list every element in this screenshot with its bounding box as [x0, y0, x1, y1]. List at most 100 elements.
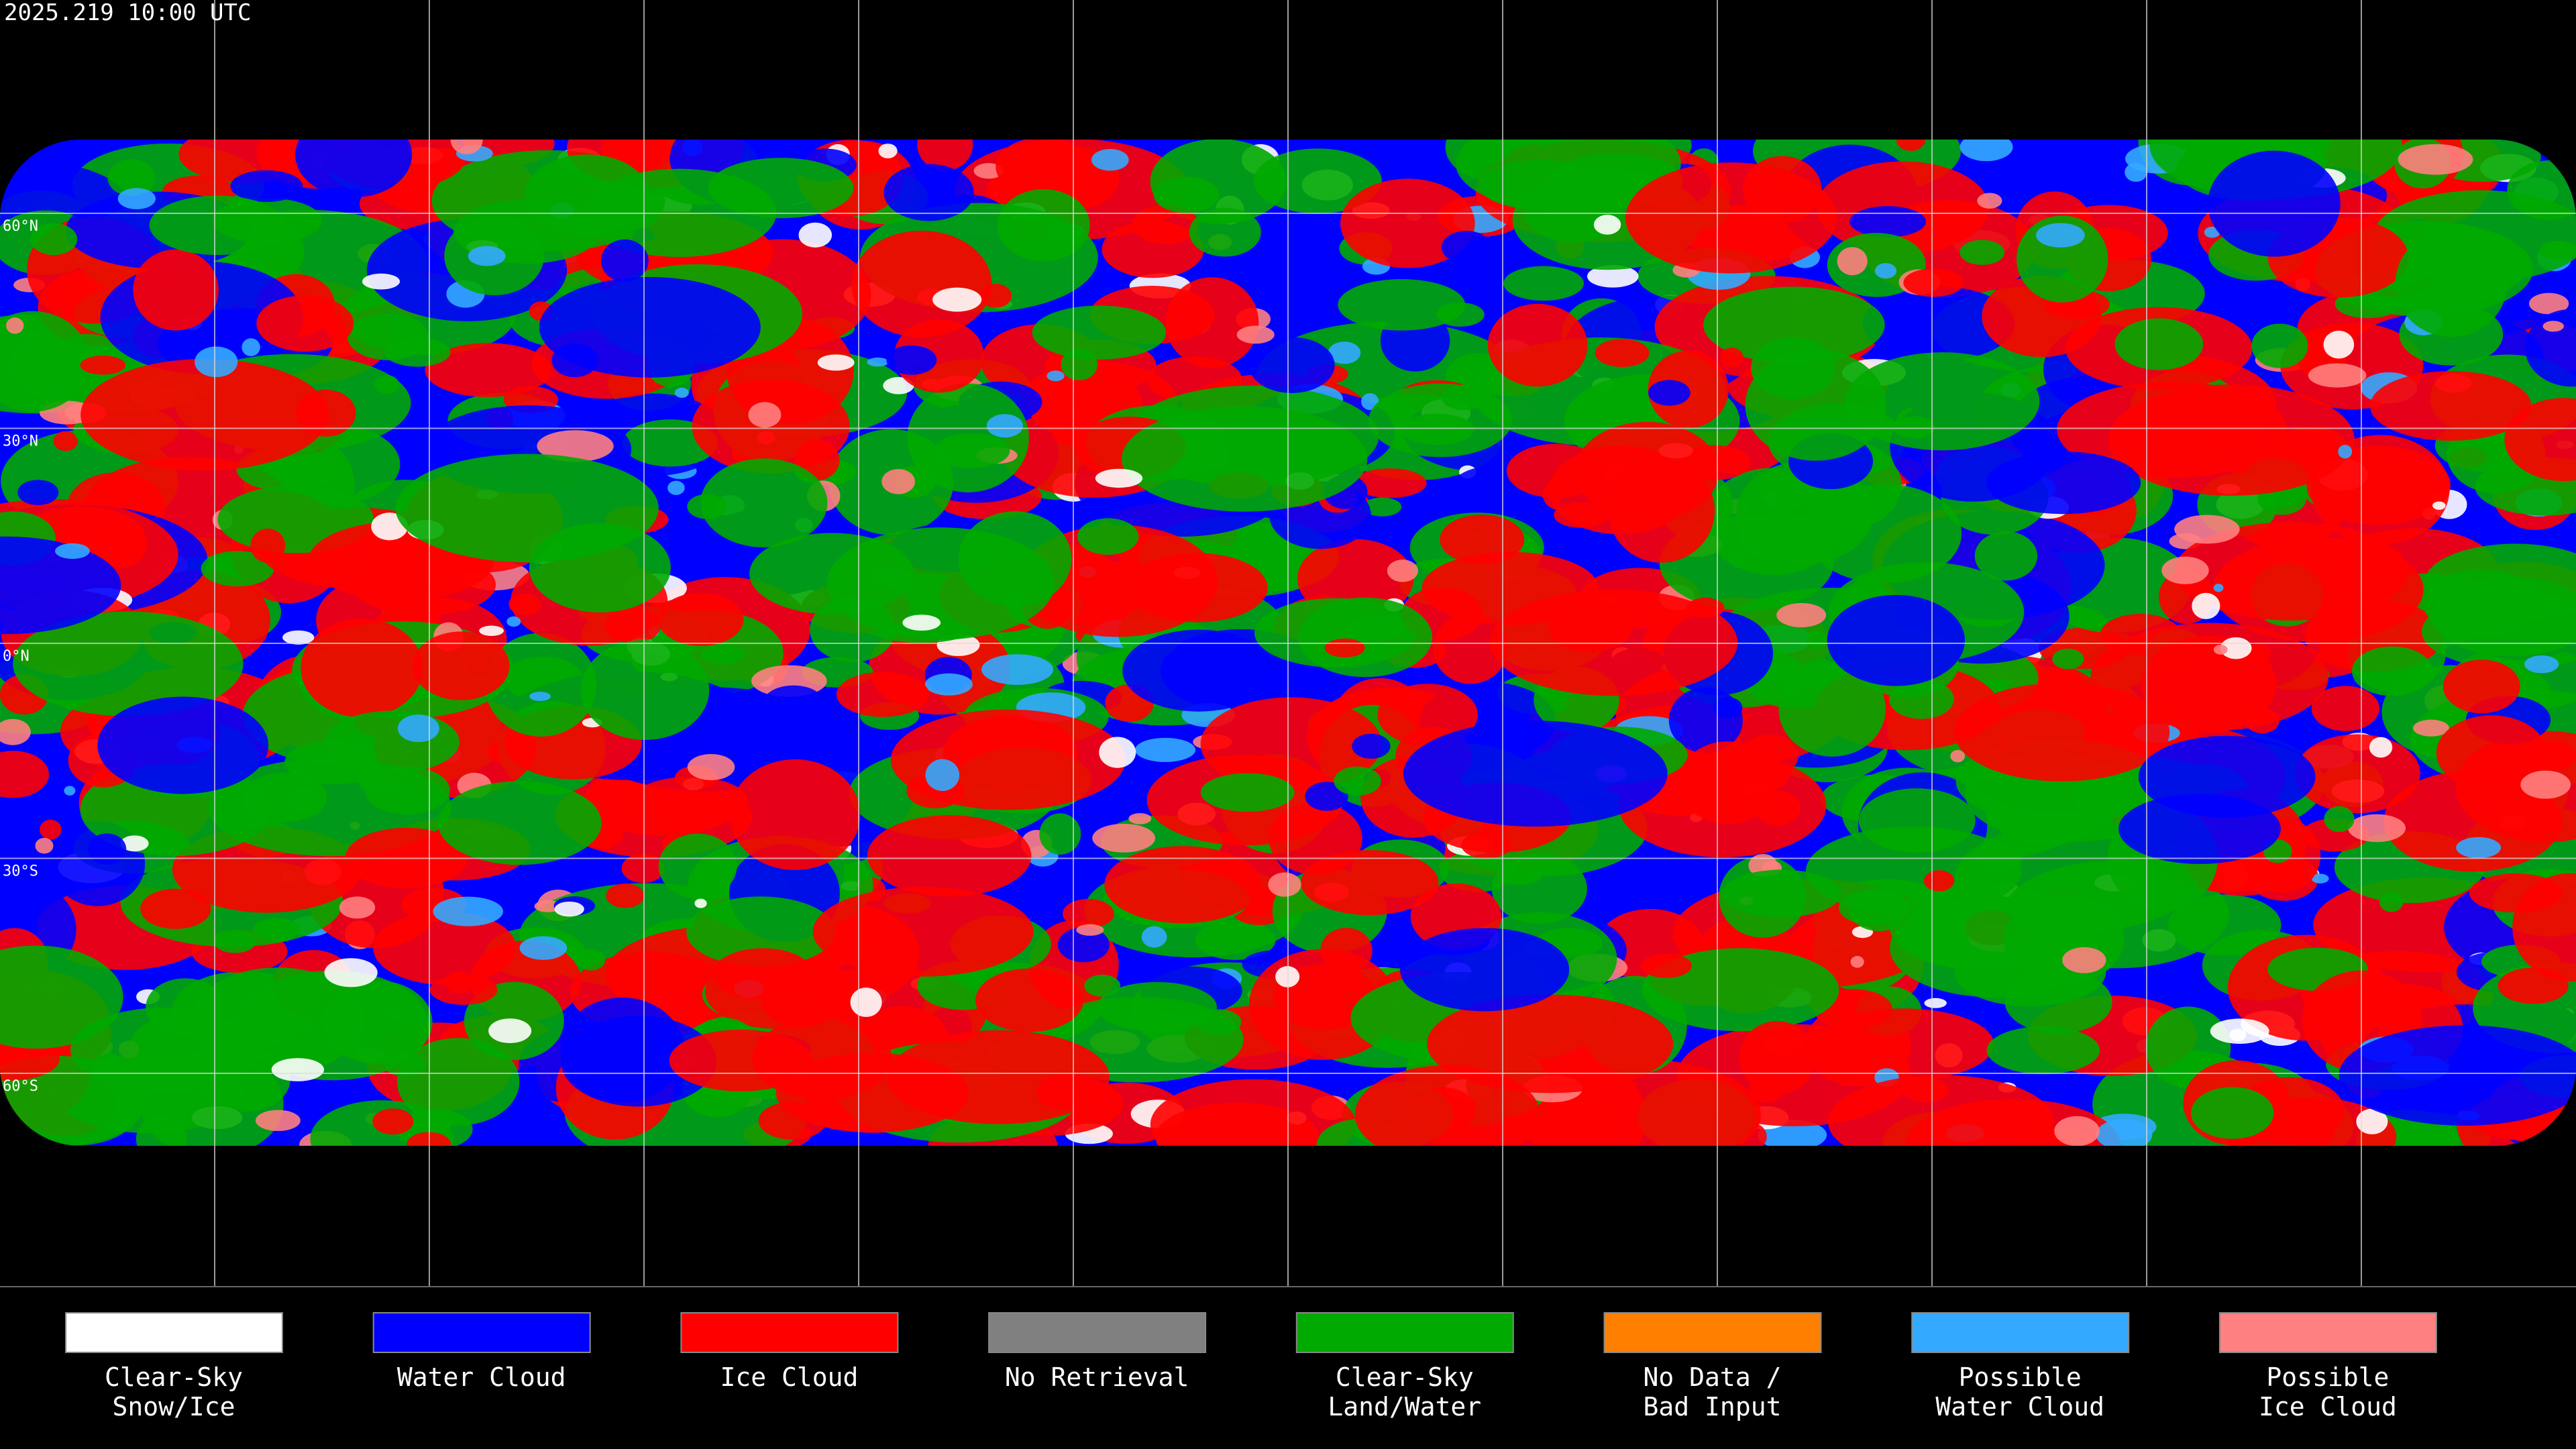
cloud-patch	[1849, 206, 1927, 237]
legend-label: No Retrieval	[1005, 1362, 1189, 1392]
cloud-patch	[687, 754, 735, 781]
cloud-patch	[1361, 393, 1379, 411]
cloud-patch	[0, 536, 121, 635]
cloud-patch	[87, 833, 127, 865]
cloud-patch	[1141, 926, 1167, 948]
cloud-patch	[631, 776, 749, 825]
cloud-patch	[2323, 330, 2355, 359]
cloud-patch	[321, 980, 433, 1064]
cloud-patch	[2432, 501, 2446, 510]
cloud-patch	[339, 896, 376, 919]
cloud-patch	[1153, 176, 1220, 213]
cloud-patch	[2062, 947, 2106, 973]
cloud-patch	[117, 188, 156, 209]
cloud-patch	[1845, 352, 2040, 451]
cloud-patch	[2118, 794, 2281, 864]
cloud-patch	[1455, 140, 1681, 212]
cloud-patch	[1827, 1075, 2054, 1146]
cloud-patch	[2208, 150, 2341, 257]
cloud-patch	[80, 356, 126, 375]
cloud-patch	[2052, 649, 2084, 669]
cloud-patch	[763, 685, 824, 721]
legend-swatch	[1603, 1312, 1822, 1353]
cloud-patch	[932, 287, 982, 312]
legend-swatch	[988, 1312, 1207, 1353]
latitude-label: 0°N	[3, 648, 30, 665]
legend-label: Ice Cloud	[720, 1362, 858, 1392]
cloud-patch	[397, 714, 439, 743]
cloud-patch	[1092, 823, 1156, 853]
cloud-patch	[1814, 1008, 1994, 1081]
cloud-patch	[1903, 268, 1964, 297]
cloud-patch	[1986, 1026, 2100, 1075]
cloud-patch	[1776, 602, 1827, 628]
cloud-patch	[2398, 144, 2473, 175]
cloud-patch	[282, 630, 315, 645]
cloud-patch	[429, 975, 498, 1005]
cloud-patch	[1189, 207, 1261, 257]
cloud-patch	[694, 898, 707, 908]
cloud-patch	[2318, 538, 2368, 562]
latitude-label: 60°N	[3, 218, 38, 235]
legend-swatch	[1911, 1312, 2130, 1353]
cloud-patch	[748, 402, 782, 428]
cloud-patch	[1104, 846, 1262, 924]
cloud-patch	[0, 311, 90, 412]
cloud-patch	[1837, 247, 1868, 276]
cloud-patch	[1077, 518, 1139, 555]
cloud-patch	[975, 968, 1084, 1032]
cloud-patch	[2308, 363, 2367, 388]
cloud-patch	[2383, 770, 2562, 872]
cloud-patch	[1427, 994, 1674, 1093]
cloud-patch	[2498, 967, 2569, 1004]
cloud-patch	[450, 140, 483, 155]
cloud-patch	[178, 140, 317, 183]
cloud-patch	[812, 886, 1034, 977]
cloud-patch	[95, 521, 147, 568]
cloud-patch	[749, 533, 914, 614]
cloud-patch	[1095, 468, 1143, 488]
cloud-patch	[296, 389, 356, 437]
cloud-patch	[294, 140, 413, 198]
cloud-patch	[1195, 920, 1276, 960]
cloud-patch	[2351, 646, 2433, 696]
cloud-patch	[2213, 584, 2224, 592]
legend-swatch	[2218, 1312, 2437, 1353]
cloud-patch	[933, 433, 1010, 468]
cloud-patch	[1362, 497, 1402, 517]
cloud-patch	[301, 618, 423, 718]
cloud-patch	[364, 766, 450, 815]
cloud-patch	[1268, 872, 1301, 897]
cloud-patch	[2436, 715, 2547, 791]
cloud-patch	[2311, 873, 2329, 883]
cloud-patch	[1200, 697, 1382, 792]
cloud-patch	[1960, 239, 2005, 265]
cloud-patch	[140, 888, 211, 929]
cloud-patch	[1986, 451, 2141, 515]
cloud-patch	[560, 1016, 717, 1107]
cloud-patch	[1896, 140, 1925, 151]
cloud-patch	[1487, 303, 1588, 387]
cloud-patch	[6, 317, 24, 334]
cloud-patch	[580, 639, 710, 741]
cloud-patch	[1977, 193, 2002, 209]
cloud-patch	[924, 673, 973, 696]
cloud-patch	[1807, 630, 1827, 650]
cloud-patch	[324, 958, 378, 987]
cloud-patch	[133, 249, 219, 331]
cloud-patch	[798, 222, 833, 248]
cloud-patch	[2424, 543, 2576, 621]
cloud-patch	[2174, 515, 2240, 544]
cloud-patch	[606, 883, 645, 908]
cloud-patch	[1625, 162, 1837, 274]
cloud-patch	[867, 358, 889, 367]
cloud-patch	[201, 551, 274, 587]
cloud-patch	[0, 718, 31, 745]
cloud-patch	[1328, 341, 1361, 364]
cloud-patch	[2504, 398, 2576, 482]
cloud-patch	[1248, 337, 1335, 393]
cloud-patch	[70, 1007, 260, 1092]
cloud-patch	[1739, 735, 1799, 777]
cloud-patch	[878, 144, 898, 159]
cloud-patch	[120, 835, 149, 852]
